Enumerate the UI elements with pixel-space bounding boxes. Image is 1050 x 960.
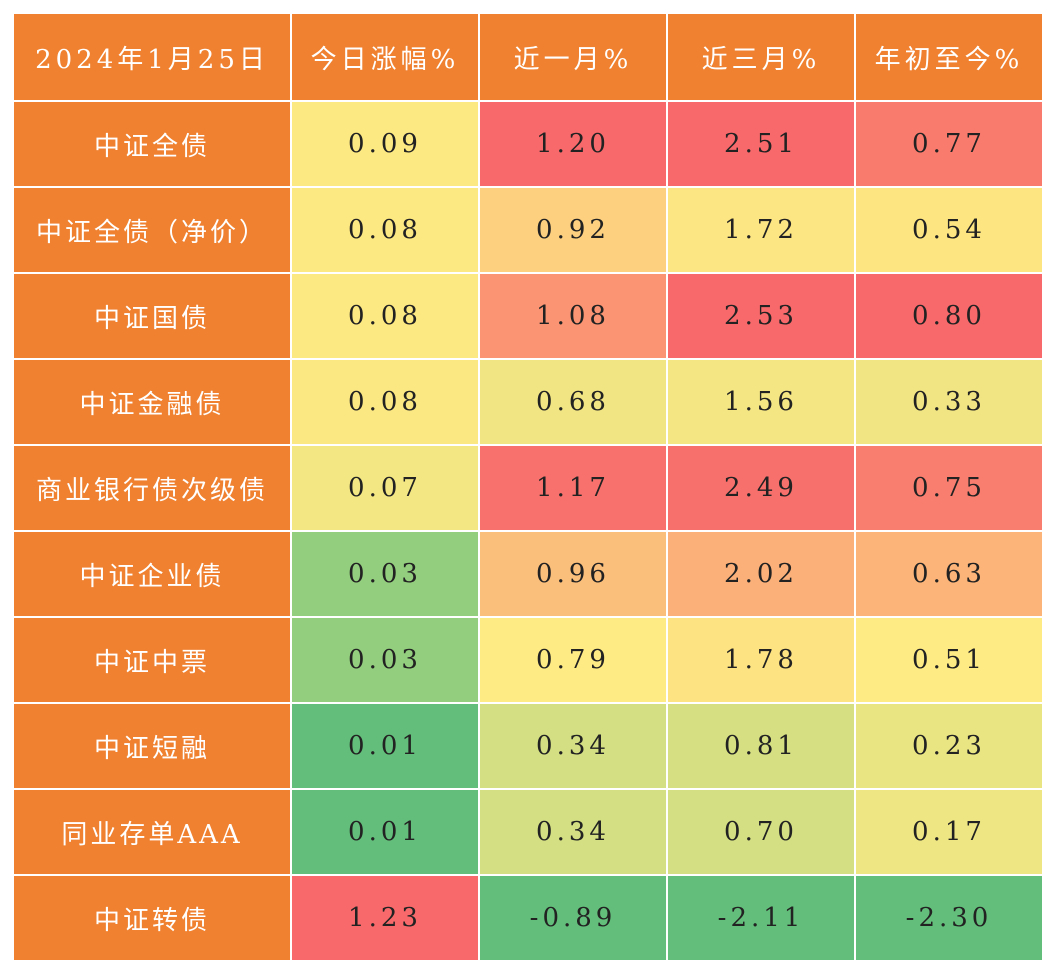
- value-cell: 0.08: [292, 274, 478, 358]
- value-cell: 2.49: [668, 446, 854, 530]
- value-cell: 0.96: [480, 532, 666, 616]
- value-cell: 0.34: [480, 704, 666, 788]
- value-cell: 1.72: [668, 188, 854, 272]
- table: 2024年1月25日 今日涨幅% 近一月% 近三月% 年初至今% 中证全债 0.09 1.20…: [14, 14, 1042, 960]
- row-label: 中证全债: [14, 102, 290, 186]
- value-cell: 0.17: [856, 790, 1042, 874]
- header-cell: 年初至今%: [856, 14, 1042, 100]
- row-label: 同业存单AAA: [14, 790, 290, 874]
- value-cell: 0.54: [856, 188, 1042, 272]
- header-cell: 今日涨幅%: [292, 14, 478, 100]
- value-cell: 1.17: [480, 446, 666, 530]
- value-cell: 0.92: [480, 188, 666, 272]
- row-label: 中证短融: [14, 704, 290, 788]
- value-cell: -2.30: [856, 876, 1042, 960]
- value-cell: 2.51: [668, 102, 854, 186]
- value-cell: 1.08: [480, 274, 666, 358]
- value-cell: 1.20: [480, 102, 666, 186]
- row-label: 中证企业债: [14, 532, 290, 616]
- value-cell: 0.34: [480, 790, 666, 874]
- value-cell: 0.09: [292, 102, 478, 186]
- header-cell: 近一月%: [480, 14, 666, 100]
- value-cell: 2.53: [668, 274, 854, 358]
- value-cell: -2.11: [668, 876, 854, 960]
- value-cell: 0.23: [856, 704, 1042, 788]
- value-cell: 0.01: [292, 704, 478, 788]
- value-cell: 0.80: [856, 274, 1042, 358]
- value-cell: 1.23: [292, 876, 478, 960]
- value-cell: 0.68: [480, 360, 666, 444]
- value-cell: 0.03: [292, 618, 478, 702]
- value-cell: 0.75: [856, 446, 1042, 530]
- row-label: 中证金融债: [14, 360, 290, 444]
- value-cell: 0.63: [856, 532, 1042, 616]
- row-label: 中证全债（净价）: [14, 188, 290, 272]
- value-cell: 0.07: [292, 446, 478, 530]
- value-cell: 0.51: [856, 618, 1042, 702]
- header-cell: 2024年1月25日: [14, 14, 290, 100]
- row-label: 中证中票: [14, 618, 290, 702]
- row-label: 中证转债: [14, 876, 290, 960]
- value-cell: 0.08: [292, 360, 478, 444]
- value-cell: 1.56: [668, 360, 854, 444]
- value-cell: 0.01: [292, 790, 478, 874]
- row-label: 中证国债: [14, 274, 290, 358]
- value-cell: 0.33: [856, 360, 1042, 444]
- row-label: 商业银行债次级债: [14, 446, 290, 530]
- value-cell: 0.79: [480, 618, 666, 702]
- value-cell: 0.77: [856, 102, 1042, 186]
- value-cell: 0.81: [668, 704, 854, 788]
- value-cell: 0.08: [292, 188, 478, 272]
- value-cell: 0.70: [668, 790, 854, 874]
- value-cell: 2.02: [668, 532, 854, 616]
- value-cell: -0.89: [480, 876, 666, 960]
- value-cell: 1.78: [668, 618, 854, 702]
- value-cell: 0.03: [292, 532, 478, 616]
- header-cell: 近三月%: [668, 14, 854, 100]
